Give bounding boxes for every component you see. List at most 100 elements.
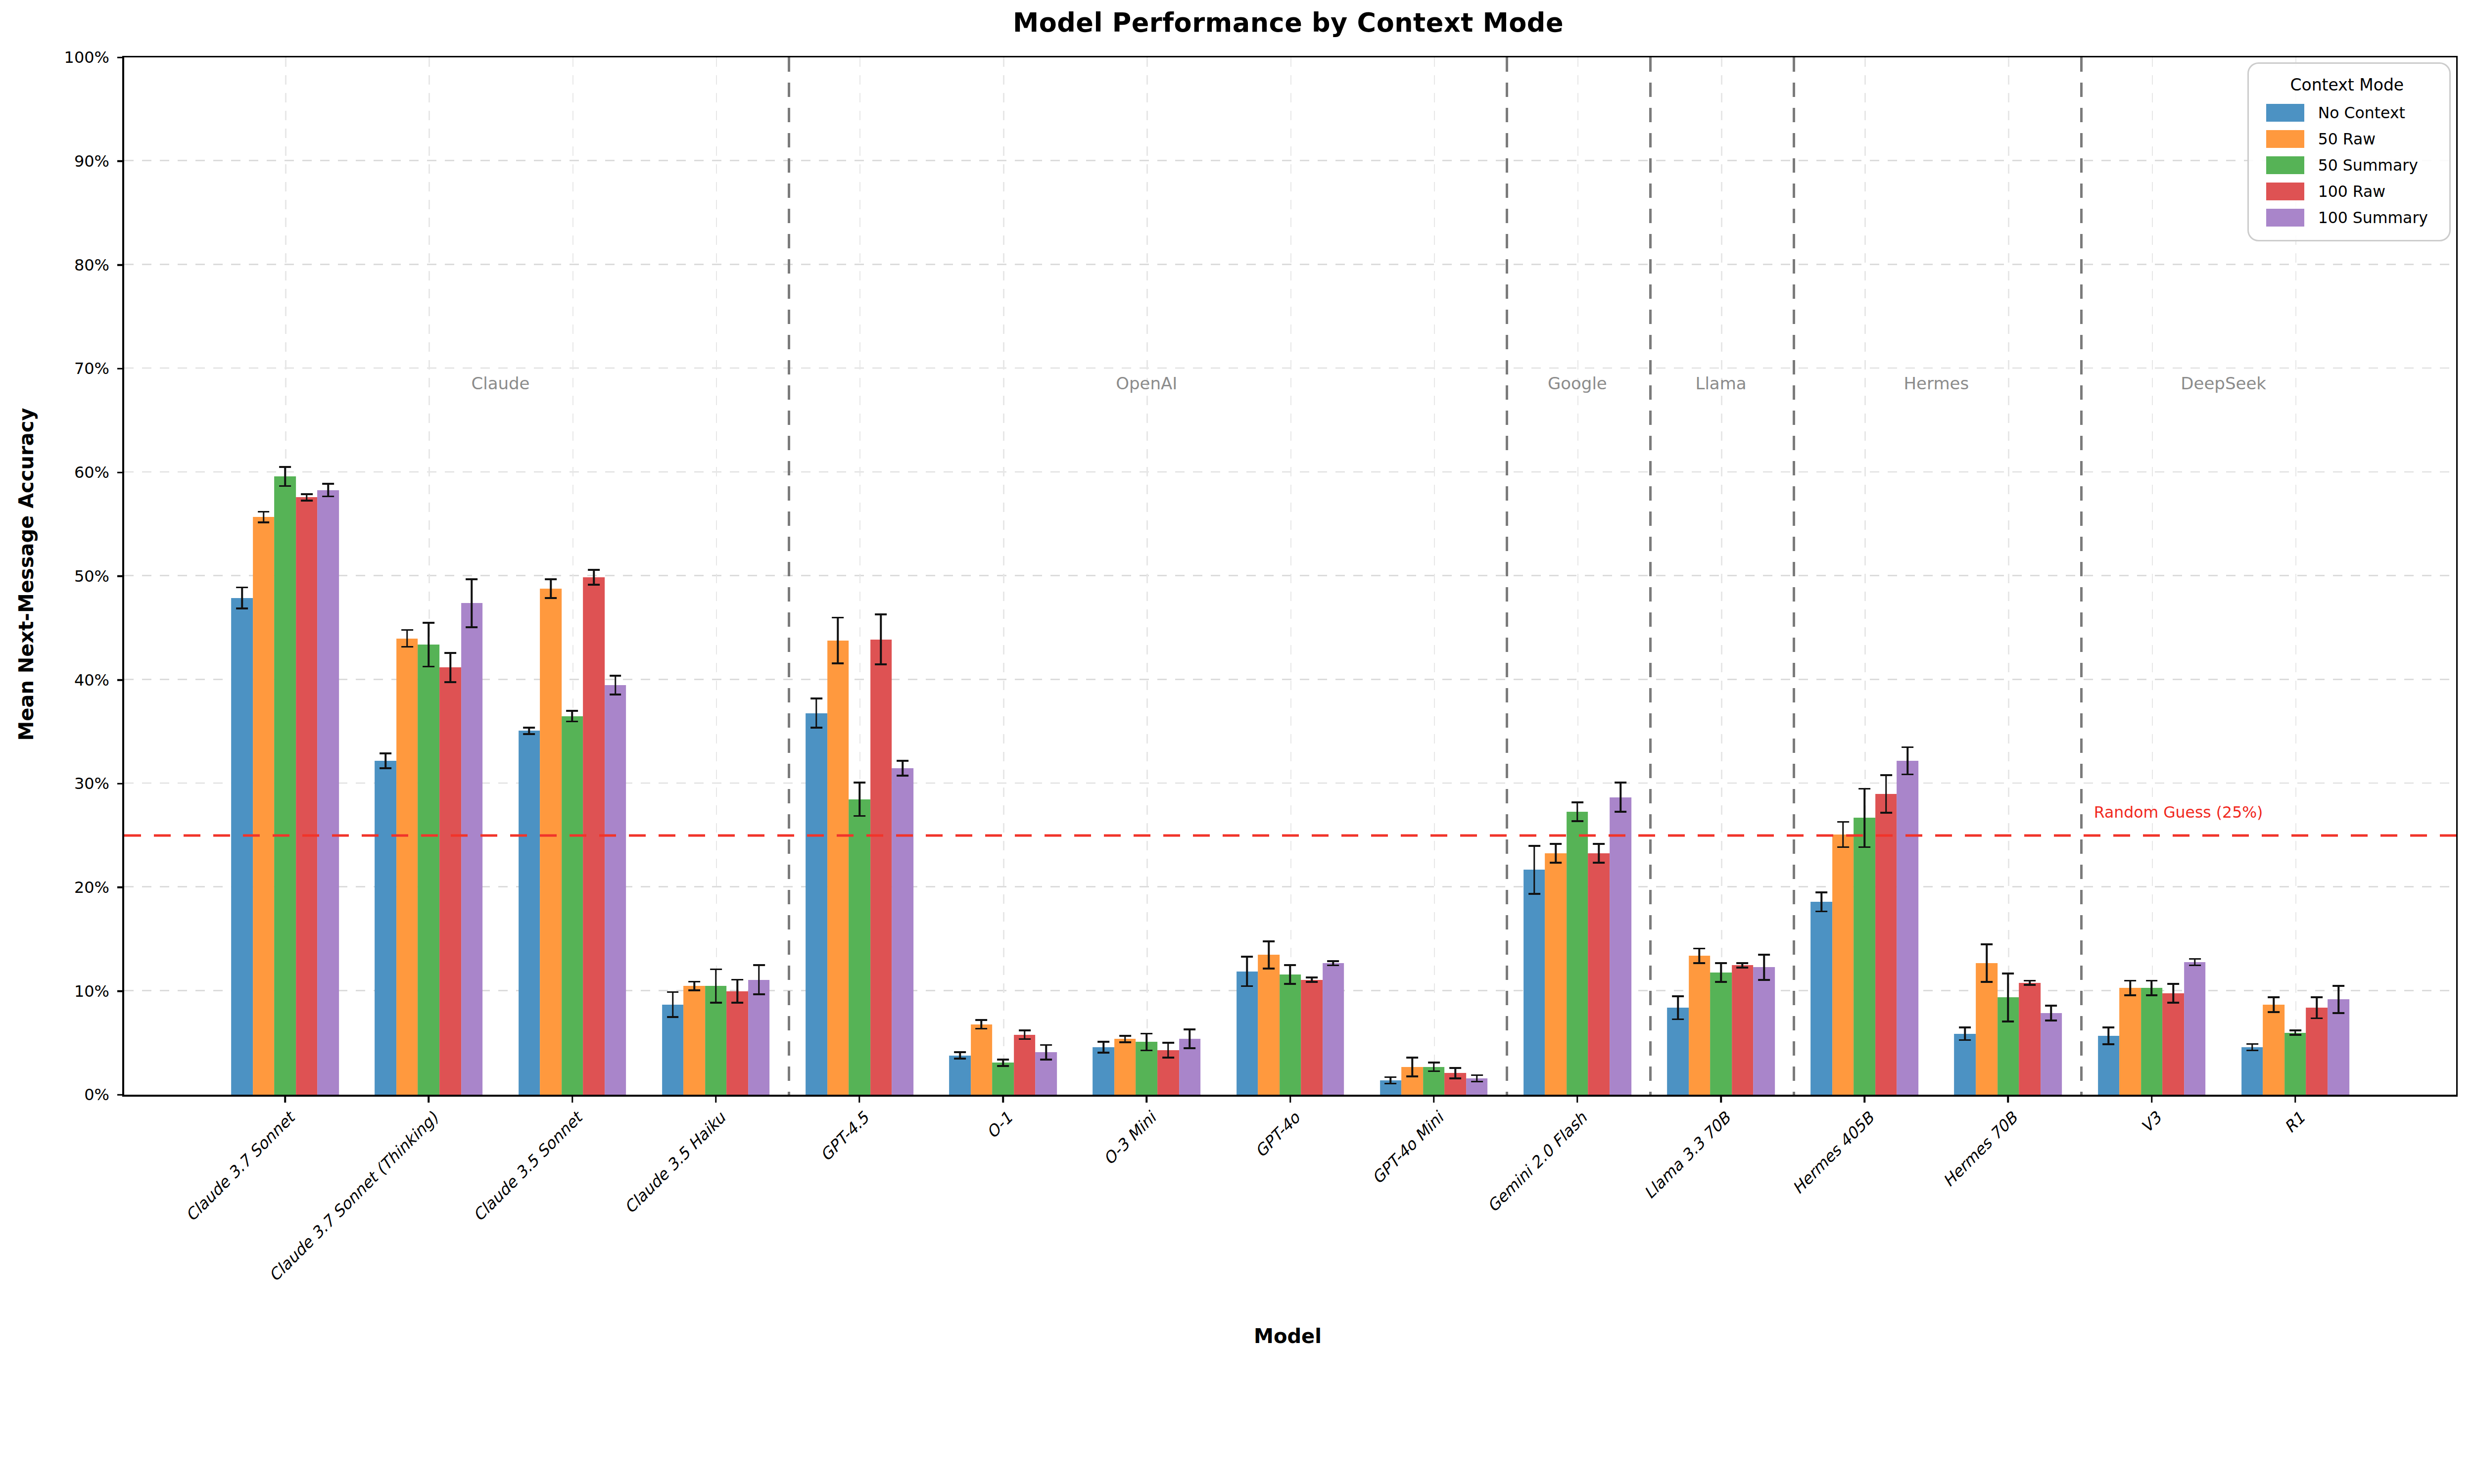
x-tick-label: GPT-4o [1251,1109,1303,1161]
y-tick-label: 30% [74,774,109,793]
error-bar [1694,948,1706,965]
legend-item-label: 100 Summary [2318,209,2428,227]
legend-swatch-icon [2266,183,2305,200]
error-bar [1550,843,1562,864]
error-bar [1593,843,1605,864]
error-bar [1758,954,1770,981]
bar [274,476,296,1095]
error-bar [1615,782,1626,813]
error-bar [976,1019,988,1029]
error-bar [2024,980,2036,986]
bar-cluster [519,57,626,1095]
chart-title: Model Performance by Context Mode [122,7,2454,38]
y-tick-mark [117,783,124,785]
error-bar [401,629,413,648]
y-tick-mark [117,368,124,370]
bar [2019,983,2041,1095]
error-bar [2268,996,2280,1013]
x-tick-label: Llama 3.3 70B [1640,1109,1734,1203]
bar-cluster [806,57,913,1095]
x-tick-mark [1002,1095,1004,1103]
bar [1014,1035,1036,1095]
error-bar [710,969,722,1004]
error-bar [1715,962,1727,983]
bar [1093,1047,1114,1095]
error-bar [954,1051,966,1060]
bar [2041,1013,2062,1095]
bar [2119,988,2141,1095]
bar [605,685,626,1095]
bar-cluster [1810,57,1918,1095]
error-bar [2046,1005,2057,1021]
error-bar [731,979,743,1004]
error-bar [1449,1067,1461,1079]
error-bar [1815,891,1827,912]
bar-cluster [1380,57,1488,1095]
error-bar [1858,788,1870,848]
bar [2162,993,2184,1095]
y-tick-label: 90% [74,152,109,171]
y-tick-label: 60% [74,463,109,482]
error-bar [854,782,865,817]
bar [1875,794,1897,1095]
error-bar [1959,1026,1971,1041]
bar [2184,962,2206,1095]
error-bar [2124,980,2136,997]
error-bar [897,760,908,777]
bar [892,768,913,1095]
random-guess-line [124,835,2456,837]
legend-item-label: 50 Summary [2318,156,2418,174]
x-tick-mark [1576,1095,1578,1103]
error-bar [466,578,477,628]
error-bar [1737,962,1749,969]
legend-item-label: 50 Raw [2318,130,2376,148]
error-bar [545,578,557,599]
x-tick-mark [715,1095,717,1103]
legend-swatch-icon [2266,156,2305,174]
error-bar [1162,1042,1174,1059]
x-tick-label: Claude 3.7 Sonnet [182,1109,298,1225]
x-tick-mark [1289,1095,1291,1103]
error-bar [688,981,700,991]
error-bar [1571,801,1583,822]
chart-figure: Model Performance by Context Mode Mean N… [0,0,2474,1374]
legend-item: 50 Summary [2266,156,2428,174]
bar [662,1005,684,1095]
error-bar [810,697,822,729]
x-tick-mark [2294,1095,2296,1103]
error-bar [236,587,248,609]
x-tick-label: R1 [2281,1109,2309,1137]
bar [1810,902,1832,1095]
bar [1954,1034,1976,1095]
error-bar [2332,985,2344,1014]
error-bar [1385,1076,1397,1085]
error-bar [997,1059,1009,1067]
bar [318,490,339,1095]
x-tick-mark [1720,1095,1722,1103]
y-tick-mark [117,886,124,888]
y-tick-label: 10% [74,982,109,1001]
bar [727,991,749,1095]
y-tick-mark [117,575,124,577]
x-tick-mark [1864,1095,1866,1103]
bar [1588,853,1610,1095]
bar [870,640,892,1095]
bar [519,731,540,1095]
bar-cluster [1523,57,1631,1095]
error-bar [588,569,600,586]
bar [253,517,275,1095]
error-bar [567,710,578,722]
bar [1258,955,1280,1095]
legend-item-label: 100 Raw [2318,183,2385,200]
y-tick-label: 80% [74,256,109,275]
legend: Context Mode No Context50 Raw50 Summary1… [2247,62,2451,241]
group-separator [1506,57,1508,1095]
bar [1237,972,1258,1095]
y-tick-mark [117,471,124,473]
bar [1523,870,1545,1095]
bar [1114,1039,1136,1095]
bar-cluster [949,57,1057,1095]
bar [806,713,827,1095]
x-tick-mark [428,1095,430,1103]
error-bar [2246,1043,2258,1052]
